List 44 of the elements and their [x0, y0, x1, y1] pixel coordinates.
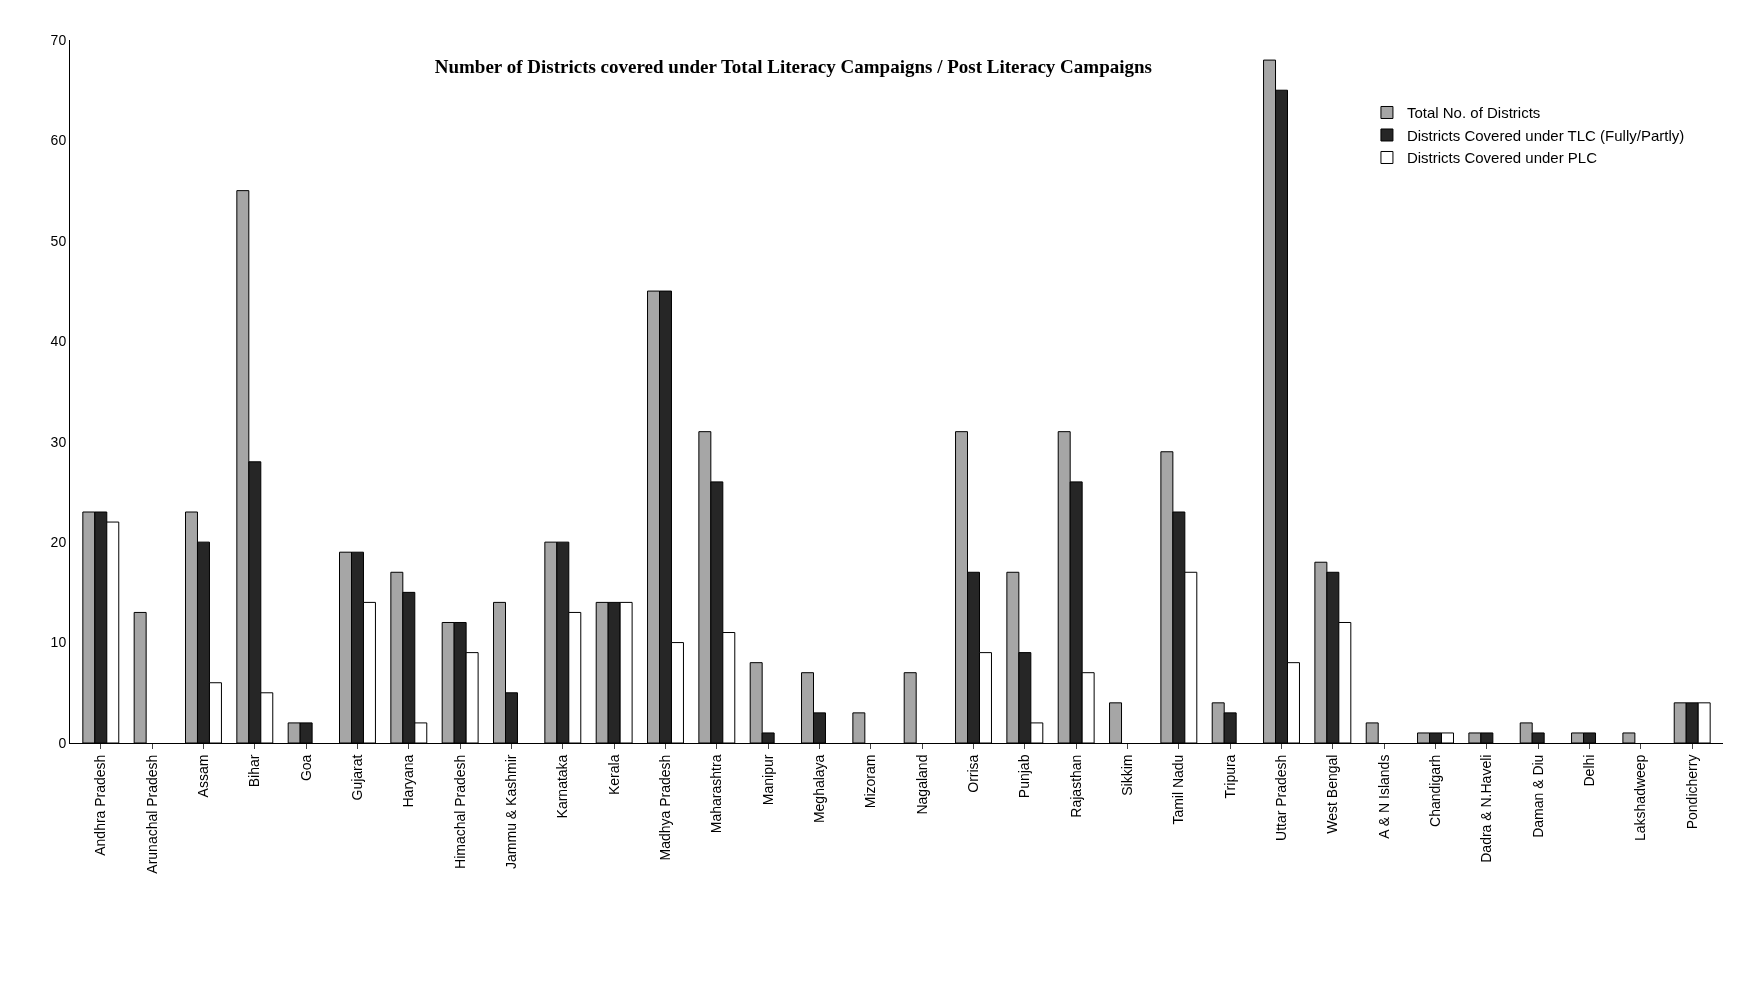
x-tick-label: Rajasthan: [1067, 754, 1084, 818]
x-tick-label: Andhra Pradesh: [92, 754, 109, 856]
legend-label: Districts Covered under TLC (Fully/Partly): [1406, 126, 1685, 144]
x-tick-label: Nagaland: [913, 754, 930, 815]
x-tick-label: Goa: [297, 754, 314, 782]
x-tick-label: Punjab: [1016, 754, 1033, 799]
x-tick-label: Orrisa: [965, 754, 982, 793]
legend-label: Total No. of Districts: [1406, 104, 1541, 122]
x-tick-label: A & N Islands: [1375, 754, 1392, 839]
y-tick-label: 40: [50, 333, 67, 350]
x-tick-label: Manipur: [759, 754, 776, 806]
x-tick-label: Madhya Pradesh: [657, 754, 674, 861]
x-tick-label: Daman & Diu: [1529, 754, 1546, 838]
y-tick-label: 70: [50, 31, 67, 48]
y-tick-label: 0: [58, 734, 67, 751]
x-tick-label: Tripura: [1221, 754, 1238, 799]
x-tick-label: Tamil Nadu: [1170, 754, 1187, 825]
x-tick-label: Sikkim: [1119, 754, 1136, 796]
y-tick-label: 20: [50, 534, 67, 551]
x-tick-label: Uttar Pradesh: [1273, 754, 1290, 841]
x-tick-label: Himachal Pradesh: [451, 754, 468, 869]
x-tick-label: Dadra & N.Haveli: [1478, 754, 1495, 863]
x-tick-label: Karnataka: [554, 754, 571, 819]
y-tick-label: 50: [50, 232, 67, 249]
x-tick-label: Gujarat: [349, 754, 366, 801]
text: Number of Districts covered under Total Literacy Campaigns / Post Literacy Campaigns: [434, 55, 1152, 77]
x-tick-label: Maharashtra: [708, 754, 725, 834]
y-tick-label: 30: [50, 433, 67, 450]
x-tick-label: Meghalaya: [811, 754, 828, 824]
x-tick-label: Kerala: [605, 754, 622, 796]
x-tick-label: Assam: [195, 754, 212, 798]
y-tick-label: 10: [50, 634, 67, 651]
x-tick-label: Jammu & Kashmir: [503, 754, 520, 869]
x-tick-label: Pondicherry: [1683, 754, 1700, 830]
x-tick-label: Mizoram: [862, 754, 879, 809]
y-tick-label: 60: [50, 132, 67, 149]
x-tick-label: West Bengal: [1324, 754, 1341, 834]
x-tick-label: Haryana: [400, 754, 417, 808]
x-tick-label: Bihar: [246, 754, 263, 788]
x-tick-label: Chandigarh: [1427, 754, 1444, 827]
legend-label: Districts Covered under PLC: [1406, 149, 1598, 167]
x-tick-label: Delhi: [1581, 754, 1598, 787]
x-tick-label: Arunachal Pradesh: [143, 754, 160, 874]
x-tick-label: Lakshadweep: [1632, 754, 1649, 842]
